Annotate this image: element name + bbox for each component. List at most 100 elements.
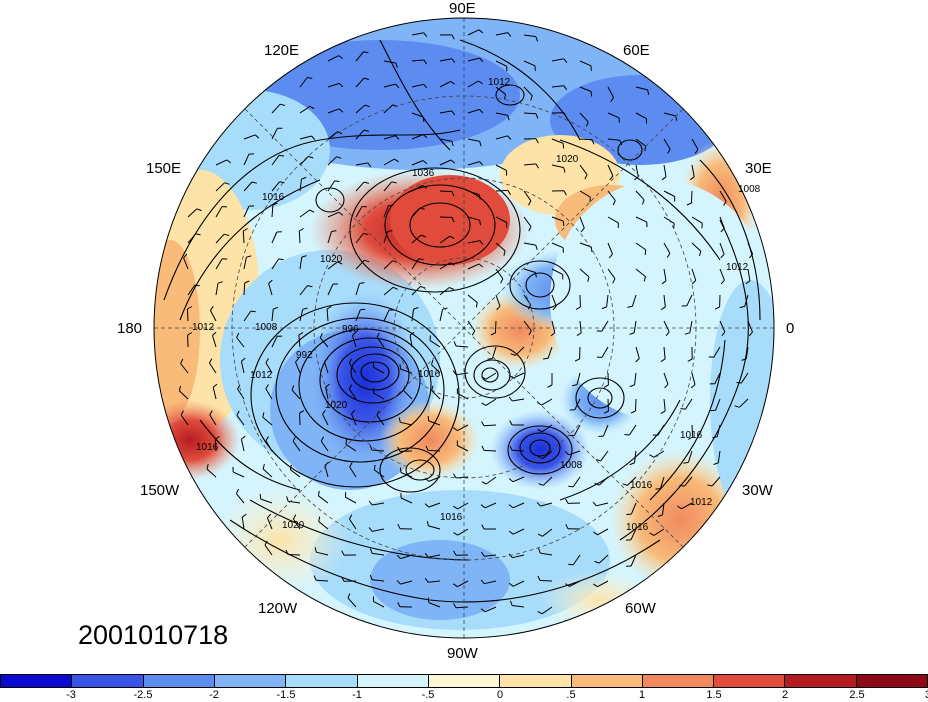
contour-label: 1016 [440,512,463,523]
wind-barb [411,207,421,218]
wind-barb [411,83,424,88]
wind-barb-flag [318,516,321,522]
wind-barb [439,262,451,270]
wind-barb-flag [226,159,232,164]
wind-barb [607,164,614,177]
wind-barb-flag [673,223,675,229]
lon-label-120e: 120E [264,42,300,59]
wind-barb [355,129,365,140]
wind-barb [383,158,395,166]
colorbar-swatch [143,675,215,687]
wind-barb [660,476,665,489]
lon-label-0: 0 [786,320,795,337]
wind-barb-flag [684,332,690,335]
wind-barb [374,469,385,478]
wind-barb [376,415,385,426]
wind-barb [292,518,301,530]
wind-barb-flag [530,95,533,101]
wind-barb-flag [273,306,279,310]
wind-barb [691,242,702,252]
colorbar-tick-label: -2.5 [133,689,153,701]
wind-barb [383,260,393,270]
wind-barb-flag [563,190,567,196]
wind-barb [551,85,564,88]
wind-barb-flag [337,131,343,135]
wind-barb-flag [302,307,308,310]
wind-barb-flag [341,576,345,582]
wind-barb-flag [647,89,650,95]
wind-barb [653,528,665,536]
wind-barb-flag [528,200,532,206]
wind-barb-flag [734,405,740,408]
wind-barb-flag [451,110,456,116]
wind-barb-flag [720,253,725,259]
wind-barb [383,231,388,244]
wind-barb-flag [609,175,614,181]
wind-barb [428,554,441,558]
polar-map: 1012 1020 1036 1016 1020 1008 1012 996 9… [153,17,775,639]
wind-barb-flag [325,383,330,388]
wind-barb-flag [349,462,353,468]
wind-barb [657,424,665,436]
wind-barb-flag [391,181,397,184]
wind-barb-flag [622,483,628,486]
wind-barb-flag [331,230,337,232]
wind-barb [315,579,329,582]
wind-barb-flag [187,332,193,336]
wind-barb [345,496,357,504]
wind-barb [579,138,593,141]
wind-barb-flag [687,358,693,362]
lon-label-30w: 30W [742,482,773,499]
colorbar-tick-label: 1.5 [706,689,722,701]
wind-barbs [178,29,754,615]
wind-barb [383,205,389,218]
wind-barb [715,398,721,411]
wind-barb [740,372,749,384]
contour-label: 1020 [282,520,305,531]
wind-barb-flag [657,514,663,518]
wind-barb [355,51,364,62]
wind-barb [634,372,637,385]
wind-barb [373,600,385,608]
wind-barb [427,449,441,452]
wind-barb-flag [348,358,353,364]
wind-barb [745,346,749,359]
wind-barb [292,440,301,452]
contour-label-group: 1012 1020 1036 1016 1020 1008 1012 996 9… [192,77,761,533]
wind-barb [324,465,329,478]
wind-barb [663,294,666,307]
wind-barb-flag [453,532,458,536]
wind-barb-flag [373,464,376,470]
wind-barb [484,554,497,557]
wind-barb [576,372,581,385]
wind-barb-flag [507,115,510,121]
wind-barb [236,337,245,348]
wind-barb-flag [368,500,373,506]
wind-barb [271,231,278,244]
wind-barb-flag [624,434,630,436]
wind-barb-flag [509,600,513,606]
wind-barb-flag [394,158,399,163]
wind-barb-flag [629,332,635,335]
wind-barb [719,242,725,255]
wind-barb [512,502,525,509]
wind-barb [291,389,301,400]
wind-barb [747,268,751,281]
wind-barb-flag [612,200,616,206]
wind-barb-flag [214,436,220,440]
contour-label: 1012 [192,322,215,333]
wind-barb [551,268,563,275]
wind-barb [523,163,537,166]
wind-barb-flag [392,260,398,263]
wind-barb-flag [453,427,458,432]
wind-barb-flag [508,396,513,402]
wind-barb-flag [301,255,307,258]
wind-barb [348,362,357,374]
wind-barb-flag [262,412,265,418]
wind-barb [372,552,385,556]
wind-barb [349,466,357,478]
wind-barb [485,398,497,406]
wind-barb-flag [309,209,315,213]
wind-barb [547,346,553,359]
colorbar-tick-label: -1 [352,689,362,701]
